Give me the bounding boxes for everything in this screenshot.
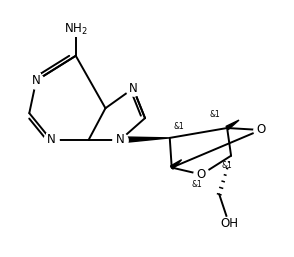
Text: N: N <box>116 133 125 146</box>
Text: OH: OH <box>220 217 238 231</box>
Polygon shape <box>120 137 170 143</box>
Text: O: O <box>256 123 265 136</box>
Text: O: O <box>197 168 206 181</box>
Text: N: N <box>32 74 41 87</box>
Text: NH$_2$: NH$_2$ <box>64 22 88 37</box>
Polygon shape <box>226 120 239 130</box>
Text: N: N <box>129 82 138 95</box>
Text: &1: &1 <box>191 180 202 189</box>
Polygon shape <box>171 160 182 169</box>
Text: &1: &1 <box>221 161 232 170</box>
Text: &1: &1 <box>209 110 220 119</box>
Text: &1: &1 <box>174 122 184 131</box>
Text: N: N <box>47 133 56 146</box>
